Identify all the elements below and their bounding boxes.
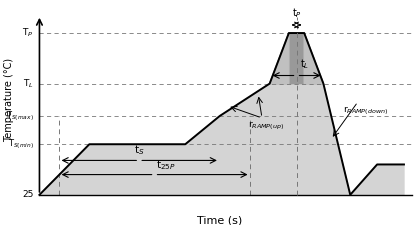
Text: T$_P$: T$_P$ — [22, 27, 34, 39]
Polygon shape — [270, 33, 323, 84]
Polygon shape — [304, 33, 323, 84]
Text: t$_P$: t$_P$ — [291, 6, 302, 20]
Text: Temperature (°C): Temperature (°C) — [4, 58, 14, 142]
Text: t$_{25P}$: t$_{25P}$ — [156, 158, 176, 171]
Text: T$_L$: T$_L$ — [23, 77, 34, 90]
Text: r$_{RAMP(down)}$: r$_{RAMP(down)}$ — [343, 104, 388, 117]
Text: T$_{S(min)}$: T$_{S(min)}$ — [8, 137, 34, 151]
Polygon shape — [270, 33, 289, 84]
Text: Time (s): Time (s) — [197, 215, 242, 225]
Text: t$_S$: t$_S$ — [134, 144, 144, 158]
Text: T$_{S(max)}$: T$_{S(max)}$ — [6, 109, 34, 123]
Text: t$_L$: t$_L$ — [299, 58, 309, 72]
Text: r$_{RAMP(up)}$: r$_{RAMP(up)}$ — [248, 120, 284, 132]
Polygon shape — [39, 33, 404, 195]
Text: 25: 25 — [22, 190, 34, 199]
